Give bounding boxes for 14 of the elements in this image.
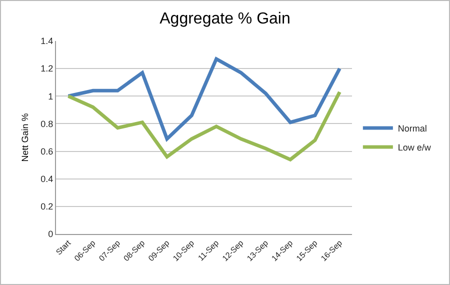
y-tick-label: 0.8 [40, 118, 54, 129]
line-series [66, 57, 342, 141]
line-series [66, 90, 342, 162]
y-tick-label: 0.2 [40, 202, 54, 212]
y-tick-label: 0.6 [40, 146, 54, 156]
legend-label: Normal [398, 124, 427, 134]
y-tick-label: 1.4 [40, 36, 54, 46]
legend-label: Low e/w [398, 142, 432, 153]
y-axis-title: Nett Gain % [20, 113, 30, 162]
y-tick-label: 1.2 [40, 64, 54, 74]
y-tick-label: 0.4 [40, 174, 54, 184]
y-tick-label: 1 [48, 91, 54, 102]
chart-title: Aggregate % Gain [160, 10, 290, 28]
y-tick-label: 0 [48, 229, 54, 240]
